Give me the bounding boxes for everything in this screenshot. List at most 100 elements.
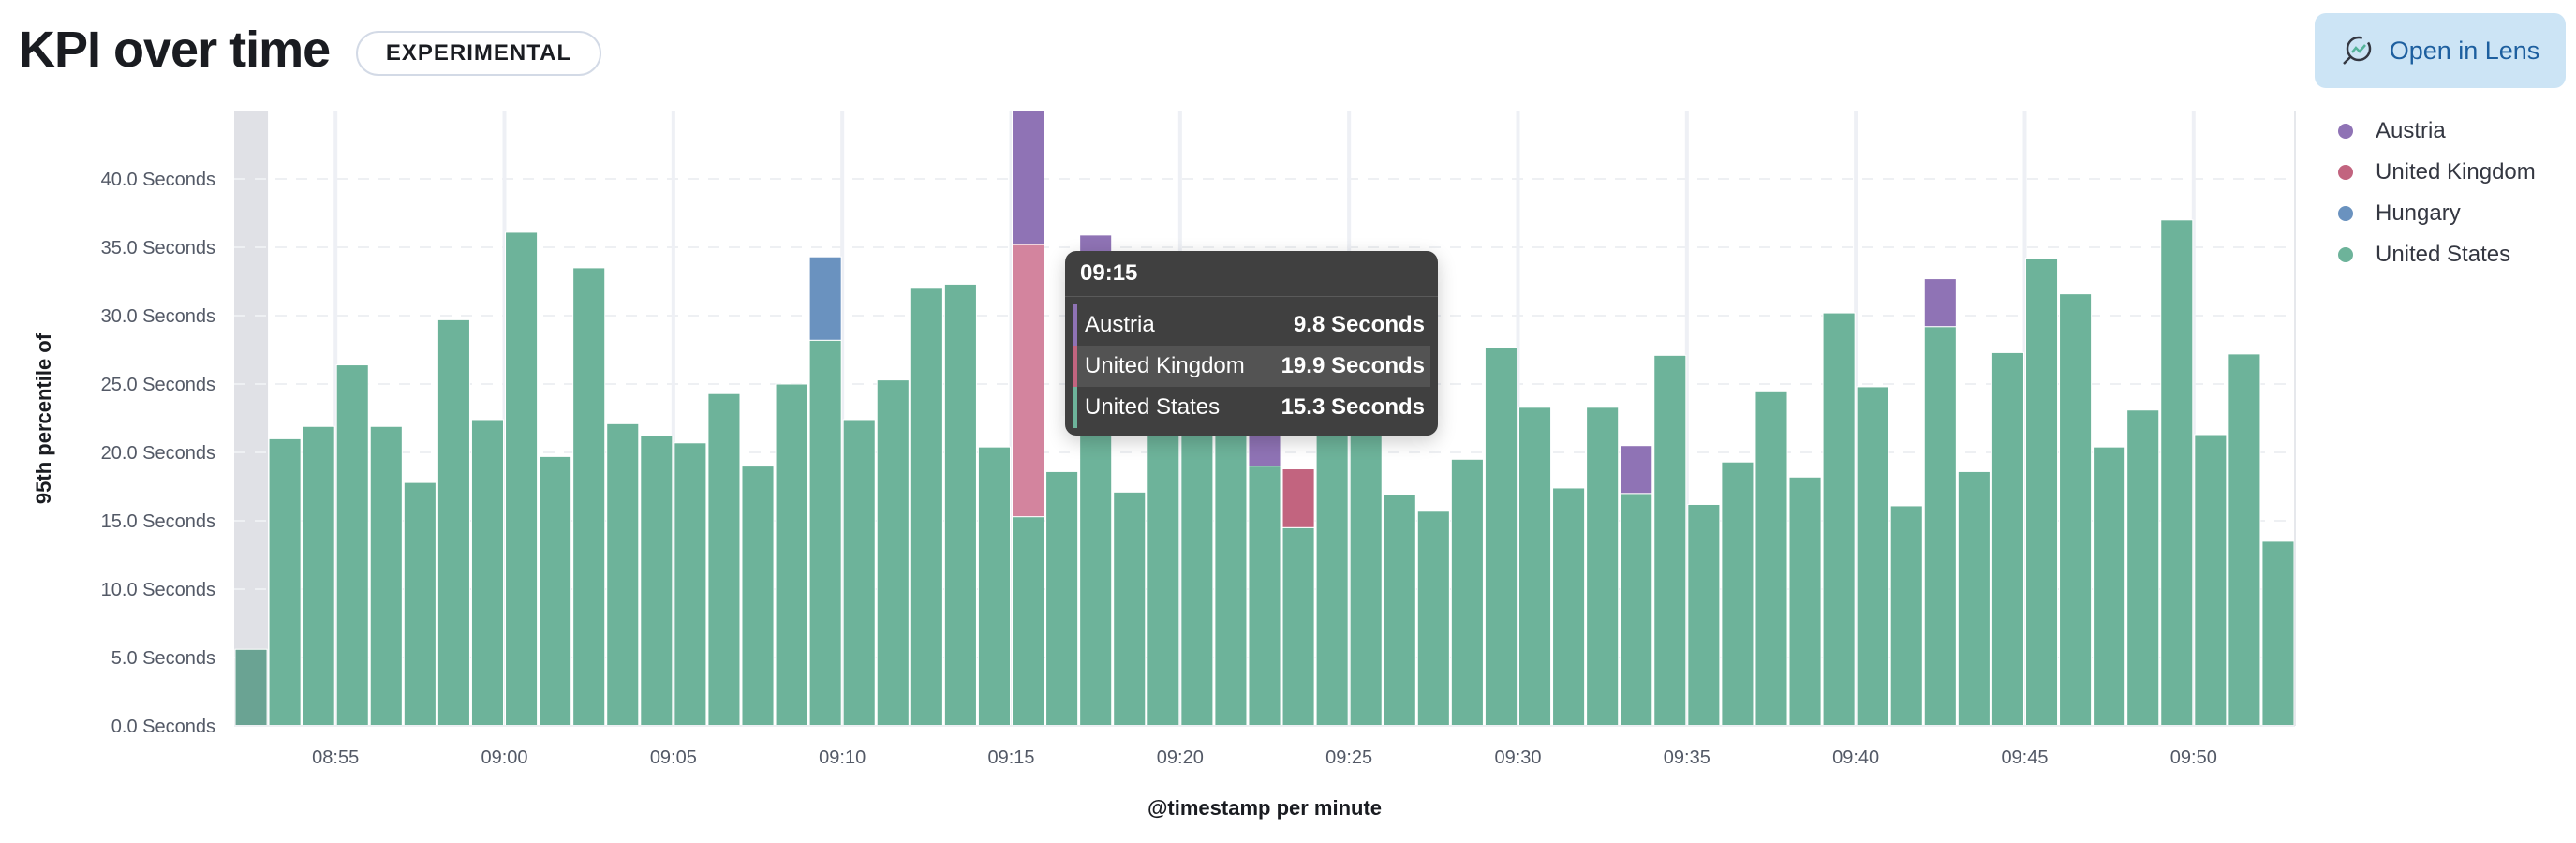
bar-united-states: [1180, 397, 1214, 727]
y-tick-label: 5.0 Seconds: [111, 648, 215, 669]
tooltip-row-united-kingdom: United Kingdom 19.9 Seconds: [1073, 346, 1430, 387]
x-tick-label: 09:10: [819, 747, 866, 768]
bar-united-states: [2261, 540, 2295, 727]
tooltip-title: 09:15: [1065, 251, 1438, 297]
bar-united-states: [1889, 505, 1923, 727]
bar-united-states: [741, 466, 775, 727]
bar-united-states: [1620, 493, 1653, 727]
bar-united-states: [1113, 491, 1147, 727]
bar-united-states: [943, 283, 977, 727]
bar-united-states: [1349, 410, 1383, 727]
bar-united-states: [808, 339, 842, 727]
bar-united-states: [2093, 446, 2126, 727]
y-tick-label: 35.0 Seconds: [101, 238, 215, 259]
bar-united-states: [1383, 494, 1416, 727]
bar-united-states: [1788, 476, 1822, 727]
bar-united-states: [1416, 510, 1450, 727]
y-tick-label: 30.0 Seconds: [101, 306, 215, 327]
bar-united-states: [234, 648, 268, 727]
bar-united-states: [1045, 470, 1079, 727]
legend-item-austria[interactable]: Austria: [2332, 111, 2536, 152]
bar-united-kingdom: [1012, 244, 1045, 518]
bar-united-states: [302, 425, 335, 727]
bar-united-states: [1754, 390, 1788, 727]
chart-tooltip: 09:15 Austria 9.8 Seconds United Kingdom 1…: [1065, 251, 1438, 436]
bar-united-states: [775, 383, 808, 727]
y-tick-label: 25.0 Seconds: [101, 375, 215, 395]
x-tick-label: 09:35: [1664, 747, 1710, 768]
bar-hungary: [808, 256, 842, 341]
bar-united-states: [1552, 487, 1586, 727]
open-in-lens-label: Open in Lens: [2389, 36, 2540, 65]
bar-united-states: [876, 379, 910, 727]
bar-united-states: [539, 455, 572, 727]
bar-united-states: [268, 437, 302, 727]
bar-austria: [1620, 445, 1653, 495]
open-in-lens-button[interactable]: Open in Lens: [2315, 13, 2566, 88]
bar-united-states: [1281, 526, 1315, 727]
bar-united-states: [707, 392, 741, 727]
legend-label: United States: [2376, 242, 2511, 267]
legend-label: United Kingdom: [2376, 159, 2536, 185]
bar-austria: [1923, 278, 1957, 328]
x-tick-label: 09:45: [2001, 747, 2048, 768]
bar-united-states: [1653, 354, 1687, 727]
bar-austria: [1012, 110, 1045, 245]
tooltip-value: 9.8 Seconds: [1293, 312, 1425, 337]
tooltip-label: Austria: [1085, 312, 1155, 337]
bar-united-states: [1586, 407, 1620, 727]
bar-united-states: [2059, 293, 2093, 727]
y-tick-label: 15.0 Seconds: [101, 511, 215, 532]
bar-united-states: [403, 481, 437, 727]
legend-item-united-states[interactable]: United States: [2332, 234, 2536, 275]
bar-united-states: [1687, 503, 1721, 727]
legend-item-united-kingdom[interactable]: United Kingdom: [2332, 152, 2536, 193]
legend-label: Hungary: [2376, 200, 2461, 226]
bar-united-states: [977, 446, 1012, 727]
bar-united-states: [2126, 409, 2160, 727]
bar-united-states: [2024, 258, 2059, 727]
bar-united-states: [1957, 470, 1991, 727]
tooltip-value: 19.9 Seconds: [1281, 353, 1425, 378]
bar-united-states: [1822, 312, 1856, 727]
bar-united-states: [640, 435, 674, 727]
bar-united-states: [1991, 351, 2024, 727]
tooltip-value: 15.3 Seconds: [1281, 394, 1425, 420]
bar-united-states: [1012, 516, 1045, 727]
tooltip-row-united-states: United States 15.3 Seconds: [1073, 387, 1430, 428]
bar-united-states: [1721, 461, 1754, 727]
bar-united-states: [1450, 458, 1484, 727]
y-tick-label: 10.0 Seconds: [101, 580, 215, 600]
bar-united-states: [1484, 347, 1517, 727]
x-tick-label: 09:00: [481, 747, 527, 768]
y-tick-label: 40.0 Seconds: [101, 170, 215, 190]
bar-united-states: [1517, 407, 1552, 727]
y-axis-title: 95th percentile of: [32, 333, 55, 505]
x-tick-label: 09:15: [987, 747, 1034, 768]
legend-dot-icon: [2338, 206, 2353, 221]
y-tick-label: 20.0 Seconds: [101, 443, 215, 464]
legend: Austria United Kingdom Hungary United St…: [2332, 111, 2536, 275]
tooltip-label: United States: [1085, 394, 1221, 420]
legend-label: Austria: [2376, 118, 2446, 143]
highlight-column: [234, 111, 269, 726]
x-tick-label: 09:20: [1157, 747, 1204, 768]
experimental-badge: EXPERIMENTAL: [356, 31, 601, 76]
legend-item-hungary[interactable]: Hungary: [2332, 193, 2536, 234]
bar-united-states: [2194, 434, 2228, 727]
x-tick-label: 09:40: [1832, 747, 1879, 768]
x-axis-title: @timestamp per minute: [1147, 796, 1383, 820]
x-tick-label: 09:05: [650, 747, 697, 768]
bar-united-states: [910, 288, 943, 727]
legend-dot-icon: [2338, 247, 2353, 262]
x-tick-label: 08:55: [312, 747, 359, 768]
bar-united-states: [1856, 386, 1889, 727]
bar-united-kingdom: [1281, 468, 1315, 528]
legend-dot-icon: [2338, 165, 2353, 180]
legend-dot-icon: [2338, 124, 2353, 139]
x-tick-label: 09:30: [1494, 747, 1541, 768]
bar-united-states: [505, 231, 539, 727]
bar-united-states: [674, 442, 707, 727]
bar-united-states: [1923, 326, 1957, 727]
